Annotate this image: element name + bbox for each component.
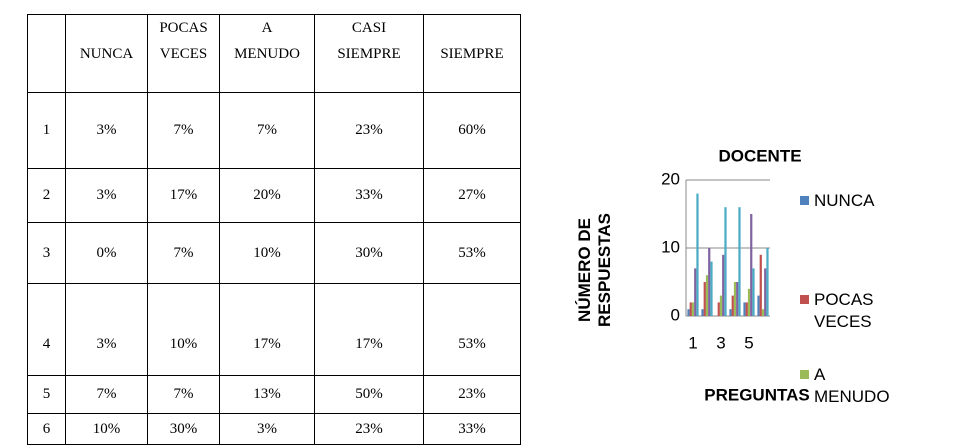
- header-text: NUNCA: [79, 46, 134, 62]
- header-text: MENUDO: [234, 46, 300, 62]
- header-text: A: [261, 20, 273, 36]
- bar: [689, 302, 692, 316]
- legend-label: POCAS VECES: [814, 290, 874, 331]
- table-cell: 13%: [219, 375, 315, 414]
- header-text: CASI: [351, 20, 387, 36]
- bar: [691, 302, 695, 316]
- bar: [761, 309, 765, 316]
- y-axis-label: NÚMERO DE RESPUESTAS: [575, 213, 614, 327]
- legend-swatch: [800, 295, 809, 304]
- bar: [747, 288, 751, 316]
- bar: [729, 309, 732, 316]
- bar: [759, 254, 762, 316]
- table-cell: 3%: [219, 413, 315, 445]
- header-text: SIEMPRE: [337, 46, 401, 62]
- table-row: 3 0% 7% 10% 30% 53%: [27, 222, 521, 284]
- table-cell: 3%: [65, 168, 148, 223]
- header-row: NUNCA POCAS VECES A MENUDO CASI SIEMPRE SIEMPRE: [27, 14, 521, 93]
- table-cell: 60%: [423, 92, 521, 169]
- bar: [687, 309, 690, 316]
- bar: [694, 268, 697, 316]
- y-tick-label: 0: [671, 305, 680, 324]
- table-cell: 6: [27, 413, 66, 445]
- header-text: SIEMPRE: [440, 46, 504, 62]
- bar: [719, 295, 723, 316]
- header-text: VECES: [159, 46, 208, 62]
- table-cell: 17%: [219, 283, 315, 376]
- table-cell: 53%: [423, 283, 521, 376]
- table-cell: 7%: [147, 222, 220, 284]
- bar: [733, 282, 737, 316]
- table-row: 4 3% 10% 17% 17% 53%: [27, 283, 521, 376]
- legend-label: NUNCA: [814, 191, 875, 210]
- header-cell: SIEMPRE: [423, 14, 521, 93]
- table-row: 1 3% 7% 7% 23% 60%: [27, 92, 521, 169]
- table-cell: 7%: [147, 375, 220, 414]
- table-cell: 23%: [314, 413, 424, 445]
- chart-title: DOCENTE: [718, 146, 801, 165]
- header-cell: [27, 14, 66, 93]
- table-cell: 20%: [219, 168, 315, 223]
- x-axis-label: PREGUNTAS: [704, 385, 809, 404]
- bar: [717, 302, 720, 316]
- bar: [752, 268, 755, 316]
- y-tick-label: 20: [661, 169, 680, 188]
- bar: [708, 248, 711, 316]
- header-text: POCAS: [159, 20, 208, 36]
- legend-swatch: [800, 196, 809, 205]
- bar: [703, 282, 706, 316]
- table-cell: 30%: [147, 413, 220, 445]
- table-cell: 30%: [314, 222, 424, 284]
- table-cell: 17%: [314, 283, 424, 376]
- x-tick-label: 1: [688, 333, 697, 352]
- data-table: NUNCA POCAS VECES A MENUDO CASI SIEMPRE SIEMPRE…: [27, 14, 521, 445]
- bar: [696, 193, 699, 316]
- table-cell: 0%: [65, 222, 148, 284]
- y-tick-label: 10: [661, 237, 680, 256]
- table-cell: 53%: [423, 222, 521, 284]
- header-cell: A MENUDO: [219, 14, 315, 93]
- bar: [731, 295, 734, 316]
- header-cell: CASI SIEMPRE: [314, 14, 424, 93]
- bar: [738, 207, 741, 316]
- legend-swatch: [800, 370, 809, 379]
- bar: [757, 295, 760, 316]
- table-row: 2 3% 17% 20% 33% 27%: [27, 168, 521, 223]
- bar: [701, 309, 704, 316]
- x-tick-label: 3: [716, 333, 725, 352]
- bar: [745, 302, 748, 316]
- legend-label: A MENUDO: [814, 365, 890, 406]
- bar: [736, 282, 739, 316]
- bar: [750, 214, 753, 316]
- bar: [710, 261, 713, 316]
- bar: [766, 248, 769, 316]
- bar: [743, 302, 746, 316]
- bar: [722, 254, 725, 316]
- bar: [705, 275, 709, 316]
- table-cell: 23%: [423, 375, 521, 414]
- bar: [724, 207, 727, 316]
- bar: [764, 268, 767, 316]
- table-cell: 3%: [65, 92, 148, 169]
- table-cell: 27%: [423, 168, 521, 223]
- table-cell: 10%: [219, 222, 315, 284]
- x-tick-label: 5: [744, 333, 753, 352]
- table-cell: 50%: [314, 375, 424, 414]
- table-cell: 7%: [219, 92, 315, 169]
- table-cell: 33%: [314, 168, 424, 223]
